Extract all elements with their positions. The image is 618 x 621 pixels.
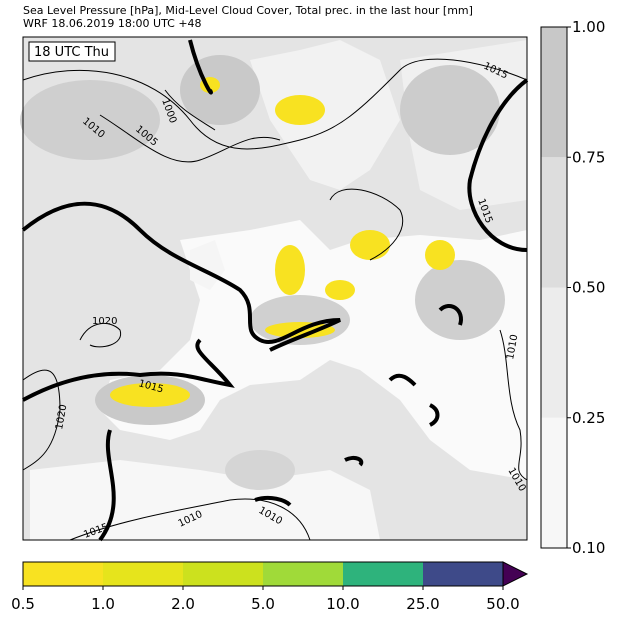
precip-colorbar: 0.5 1.0 2.0 5.0 10.0 25.0 50.0 [11,561,529,613]
cloud-area [180,55,260,125]
isobar-label: 1020 [54,404,69,431]
colorbar-segment [183,562,263,586]
colorbar-segment [23,562,103,586]
colorbar-tick-label: 2.0 [171,595,195,613]
colorbar-tick-label: 0.50 [572,279,605,297]
colorbar-segment [541,157,567,288]
cloud-area [20,80,160,160]
isobars-1015 [21,39,529,542]
land [250,40,400,190]
colorbar-segment [103,562,183,586]
cloud-area [225,450,295,490]
colorbar-extension [502,561,529,587]
colorbar-segment [541,417,567,548]
colorbar-tick-label: 25.0 [406,595,439,613]
precip-areas [110,77,455,407]
isobar-label: 1020 [92,316,117,327]
time-label-box [28,41,116,62]
map-frame [22,36,528,541]
colorbar-tick-label: 5.0 [251,595,275,613]
map: 1015 1000 1010 1005 1015 1020 1015 1010 … [20,36,529,542]
colorbar-tick-label: 50.0 [486,595,519,613]
land [30,460,380,540]
colorbar-tick-label: 0.25 [572,409,605,427]
colorbar-tick-label: 0.10 [572,539,605,557]
colorbar-segment [423,562,503,586]
colorbar-tick-label: 1.0 [91,595,115,613]
colorbar-tick-label: 1.00 [572,18,605,36]
cloud-colorbar: 0.10 0.25 0.50 0.75 1.00 [540,18,605,557]
colorbar-tick-label: 0.5 [11,595,35,613]
time-label: 18 UTC Thu [34,45,109,60]
isobars [22,58,528,541]
title: Sea Level Pressure [hPa], Mid-Level Clou… [23,4,473,17]
colorbar-segment [343,562,423,586]
isobar-label: 1010 [505,334,520,361]
colorbar-segment [541,287,567,418]
subtitle: WRF 18.06.2019 18:00 UTC +48 [23,17,202,30]
colorbar-segment [263,562,343,586]
cloud-area [400,65,500,155]
colorbar-segment [541,27,567,158]
colorbar-tick-label: 10.0 [326,595,359,613]
colorbar-tick-label: 0.75 [572,148,605,166]
cloud-area [415,260,505,340]
